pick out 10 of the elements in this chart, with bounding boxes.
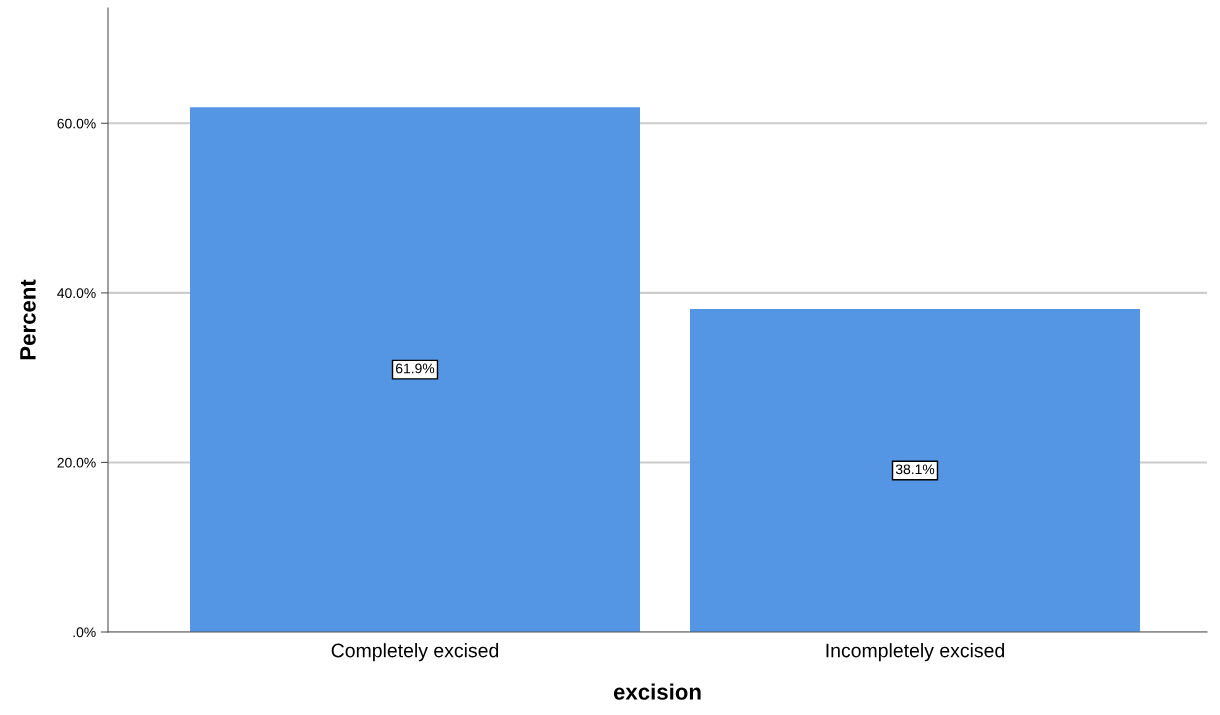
x-tick-label: Incompletely excised [826,643,1004,662]
y-tick-label: .0% [73,627,96,638]
y-axis-title: Percent [20,279,36,360]
data-label: 61.9% [396,363,435,374]
data-label: 38.1% [895,464,935,475]
y-tick-label: 60.0% [57,118,96,129]
y-tick-label: 40.0% [57,288,96,299]
x-axis-title: excision [613,683,701,700]
x-tick-label: Completely excised [331,643,499,662]
y-tick-label: 20.0% [57,457,96,468]
